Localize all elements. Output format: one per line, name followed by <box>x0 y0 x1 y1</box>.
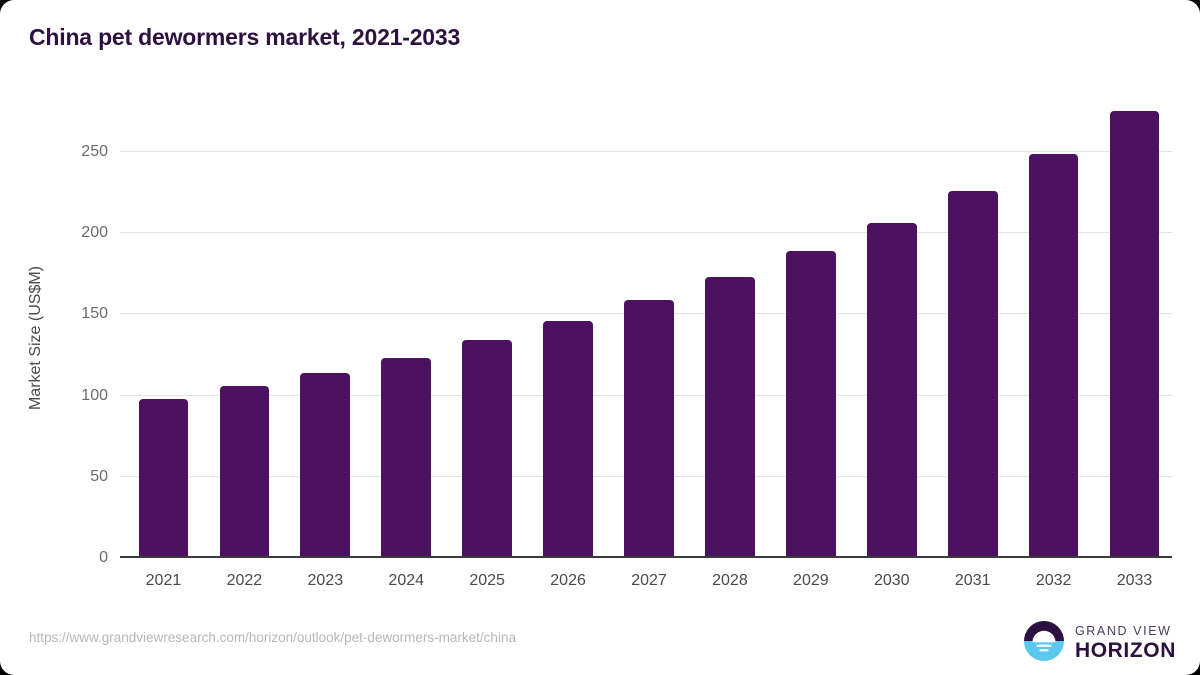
y-tick-label: 200 <box>81 224 108 242</box>
logo-line-grand-view: GRAND VIEW <box>1074 623 1172 638</box>
bar-2031[interactable] <box>947 190 998 558</box>
x-tick-label: 2023 <box>307 572 344 589</box>
bar-2027[interactable] <box>624 299 674 558</box>
x-tick-label: 2030 <box>873 572 910 589</box>
bar-2026[interactable] <box>543 320 593 558</box>
gridline <box>120 150 1172 152</box>
source-url: https://www.grandviewresearch.com/horizo… <box>29 630 516 645</box>
x-tick-label: 2031 <box>954 572 991 589</box>
x-tick-label: 2028 <box>712 572 748 589</box>
x-tick-label: 2033 <box>1116 572 1153 589</box>
y-tick-label: 250 <box>81 142 108 160</box>
x-tick-label: 2025 <box>469 572 505 589</box>
bar-2021[interactable] <box>138 398 189 558</box>
y-tick-label: 0 <box>99 549 108 566</box>
bar-2030[interactable] <box>866 223 917 558</box>
bar-2033[interactable] <box>1109 111 1160 558</box>
bar-2025[interactable] <box>462 340 513 558</box>
x-tick-label: 2032 <box>1035 572 1072 589</box>
bar-2029[interactable] <box>785 251 836 558</box>
gridline <box>120 232 1172 234</box>
bar-2024[interactable] <box>381 358 432 558</box>
x-tick-label: 2026 <box>550 572 586 589</box>
x-tick-label: 2022 <box>226 572 263 589</box>
y-axis-tick-labels: 0 50 100 150 200 250 <box>0 100 108 566</box>
plot-area <box>120 100 1172 558</box>
page-title: China pet dewormers market, 2021-2033 <box>29 24 461 50</box>
bar-2028[interactable] <box>705 277 755 558</box>
logo-wordmark: GRAND VIEW HORIZON <box>1075 625 1176 662</box>
bar-2022[interactable] <box>219 385 270 558</box>
y-tick-label: 100 <box>81 386 108 404</box>
y-tick-label: 50 <box>90 467 108 485</box>
x-tick-label: 2024 <box>388 572 425 589</box>
logo-line-horizon: HORIZON <box>1074 639 1176 663</box>
grand-view-horizon-logo: GRAND VIEW HORIZON <box>1023 620 1176 666</box>
bar-2023[interactable] <box>300 372 351 558</box>
y-axis-title: Market Size (US$M) <box>27 265 44 411</box>
y-tick-label: 150 <box>81 305 108 323</box>
x-axis-line <box>120 556 1172 558</box>
x-axis-tick-labels: 2021 2022 2023 2024 2025 2026 2027 2028 2029 2030… <box>120 572 1172 598</box>
bar-2032[interactable] <box>1028 153 1079 558</box>
horizon-sun-icon <box>1023 620 1065 667</box>
x-tick-label: 2029 <box>793 572 829 589</box>
x-tick-label: 2021 <box>145 572 182 589</box>
x-tick-label: 2027 <box>631 572 667 589</box>
